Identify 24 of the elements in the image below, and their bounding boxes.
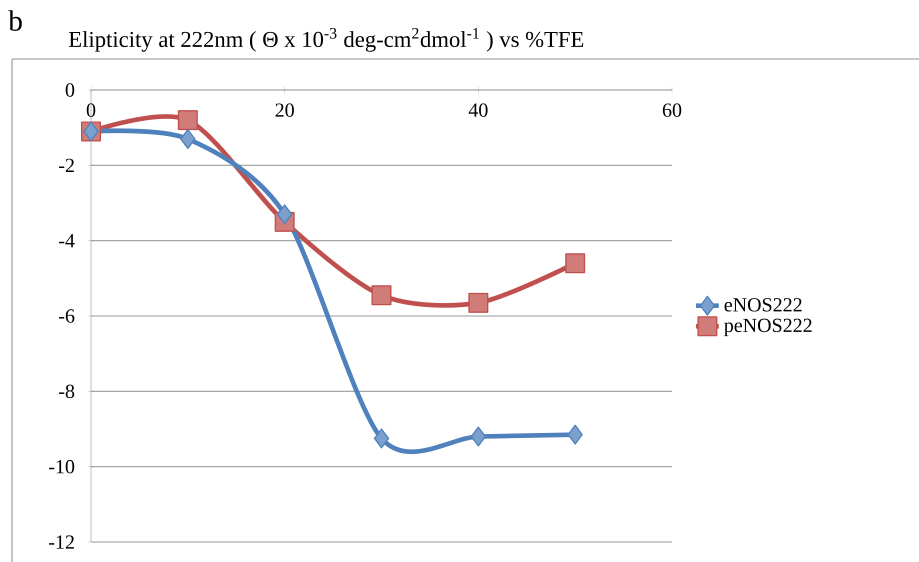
point bbox=[180, 128, 196, 149]
point bbox=[374, 428, 390, 448]
legend-label: peNOS222 bbox=[724, 318, 812, 336]
point bbox=[468, 292, 488, 313]
y-tick-label: -12 bbox=[49, 535, 74, 549]
legend-label: eNOS222 bbox=[724, 298, 802, 312]
x-tick-label: 40 bbox=[468, 103, 488, 117]
point bbox=[568, 424, 583, 445]
y-tick-label: -8 bbox=[59, 384, 74, 398]
text: b bbox=[8, 10, 22, 31]
y-tick-label: -4 bbox=[59, 234, 75, 248]
y-tick-label: -10 bbox=[49, 460, 74, 474]
chart-title: Elipticity at 222nm ( Θ x 10$^{-3}$ deg-cm$^{2}$dmol$^{-1}$ ) vs %TFE bbox=[68, 28, 584, 52]
y-tick-label: -6 bbox=[59, 309, 74, 323]
point bbox=[470, 426, 486, 447]
x-tick-label: 0 bbox=[86, 103, 96, 117]
y-tick-label: 0 bbox=[66, 83, 74, 97]
x-tick-label: 20 bbox=[276, 103, 294, 117]
point bbox=[178, 110, 198, 130]
point bbox=[372, 285, 392, 306]
x-tick-label: 60 bbox=[662, 103, 682, 117]
point bbox=[277, 204, 292, 224]
point bbox=[565, 253, 586, 274]
y-tick-label: -2 bbox=[59, 158, 74, 172]
